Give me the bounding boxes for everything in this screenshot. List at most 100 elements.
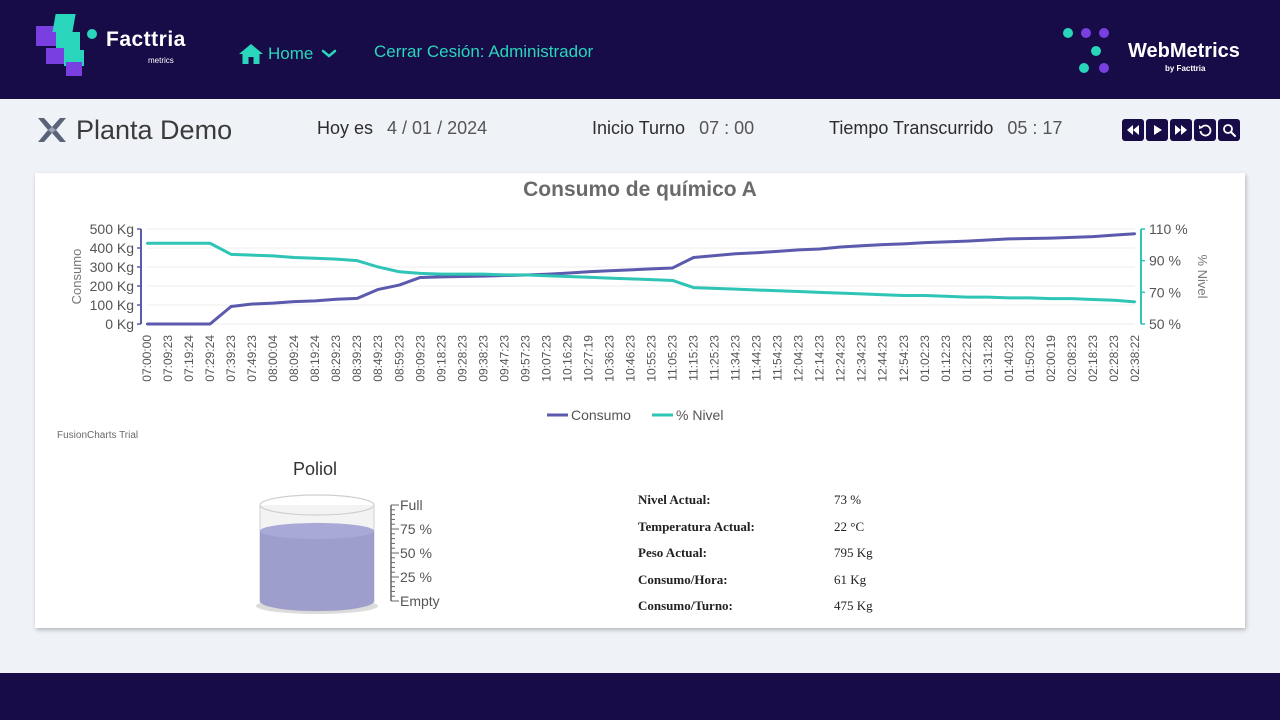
plant-header: Planta Demo [34,112,232,148]
shift-start-label: Inicio Turno [592,118,686,138]
search-button[interactable] [1218,119,1240,141]
x-tick-label: 08:00:04 [266,335,280,382]
data-point [713,254,716,257]
data-point [839,291,842,295]
x-tick-label: 10:16:29 [560,335,574,382]
x-tick-label: 08:59:23 [392,335,406,382]
left-tick-label: 300 Kg [90,259,134,275]
y-axis-title: Consumo [69,249,84,305]
right-tick-label: 70 % [1149,284,1181,300]
data-point [208,242,212,245]
tank-rim [259,494,375,516]
data-point [713,287,716,290]
x-tick-label: 12:24:23 [834,335,848,382]
data-point [1091,298,1095,301]
x-tick-label: 09:28:23 [455,335,469,382]
stat-row: Consumo/Turno: 475 Kg [638,593,873,620]
x-tick-label: 12:44:23 [876,335,890,382]
tank-scale-label: 75 % [400,521,432,537]
data-point [1028,296,1032,300]
right-tick-label: 90 % [1149,253,1181,269]
x-tick-label: 07:19:24 [182,335,196,382]
data-point [482,272,485,276]
play-icon [1154,125,1162,135]
left-tick-label: 500 Kg [90,221,134,237]
x-tick-label: 09:18:23 [434,335,448,382]
data-point [881,293,884,296]
x-tick-label: 01:31:28 [981,335,995,382]
tank-title: Poliol [293,459,338,479]
shift-start-value: 07 : 00 [699,118,755,138]
data-point [797,290,800,293]
today-info: Hoy es 4 / 01 / 2024 [317,118,487,139]
x-tick-label: 09:57:23 [518,335,532,382]
data-point [334,257,338,261]
data-point [1049,297,1053,300]
stat-label: Peso Actual: [638,545,707,561]
stat-row: Nivel Actual: 73 % [638,487,873,514]
data-point [797,248,800,252]
elapsed-info: Tiempo Transcurrido 05 : 17 [829,118,1062,139]
stat-row: Temperatura Actual: 22 °C [638,514,873,541]
data-point [986,238,990,242]
nav-home-menu[interactable]: Home [238,40,337,68]
x-tick-label: 11:54:23 [771,335,785,381]
data-point [692,286,695,289]
data-point [1070,297,1074,300]
data-point [1070,236,1074,239]
data-point [755,251,758,254]
nav-home-label: Home [268,44,314,63]
stat-value: 475 Kg [834,598,873,614]
x-tick-label: 10:55:23 [645,335,659,382]
plant-name: Planta Demo [76,114,233,145]
play-button[interactable] [1146,119,1168,141]
series-line-nivel [147,241,1136,304]
data-point [250,253,254,257]
data-point [1007,296,1011,300]
consumption-chart[interactable]: 0 Kg 100 Kg 200 Kg 300 Kg 400 Kg 500 Kg 50 % 70… [35,173,1245,423]
x-tick-label: 09:47:23 [497,335,511,382]
right-tick-label: 110 % [1149,221,1188,237]
today-label: Hoy es [317,118,374,138]
reset-button[interactable] [1194,119,1216,141]
x-tick-label: 09:09:23 [413,335,427,382]
data-point [440,272,443,276]
data-point [377,288,380,291]
elapsed-value: 05 : 17 [1007,118,1063,138]
data-point [629,268,632,272]
fast-forward-button[interactable] [1170,119,1192,141]
series-line-consumo [147,232,1136,326]
x-tick-label: 01:12:23 [939,335,953,382]
data-point [776,289,779,292]
data-point [734,252,737,255]
data-point [145,242,149,245]
top-bar: Facttria metrics Home Cerrar Cesión: Adm… [0,0,1280,99]
data-point [208,322,212,326]
x-tick-label: 02:18:23 [1086,335,1100,382]
trial-label: FusionCharts Trial [57,430,139,441]
legend-label: Consumo [571,407,631,423]
data-point [734,287,737,291]
stat-label: Temperatura Actual: [638,518,755,534]
footer-bar [0,673,1280,720]
data-point [965,239,969,243]
x-tick-label: 08:09:24 [287,335,301,382]
today-value: 4 / 01 / 2024 [387,118,488,138]
data-point [608,269,611,272]
data-point [965,295,969,299]
data-point [292,300,296,303]
data-point [671,266,674,270]
x-tick-label: 07:39:23 [224,335,238,382]
x-tick-label: 08:49:23 [371,335,385,382]
x-tick-label: 02:00:19 [1044,335,1058,382]
x-tick-label: 09:38:23 [476,335,490,382]
facttria-logo[interactable]: Facttria metrics [34,12,194,80]
logout-link[interactable]: Cerrar Cesión: Administrador [374,42,594,61]
data-point [271,301,275,305]
fast-forward-icon [1175,125,1187,135]
x-tick-label: 02:08:23 [1065,335,1079,382]
webmetrics-logo[interactable]: WebMetrics by Facttria [1058,22,1258,78]
tank-scale-label: 50 % [400,545,432,561]
rewind-button[interactable] [1122,119,1144,141]
x-tick-label: 10:36:23 [602,335,616,382]
